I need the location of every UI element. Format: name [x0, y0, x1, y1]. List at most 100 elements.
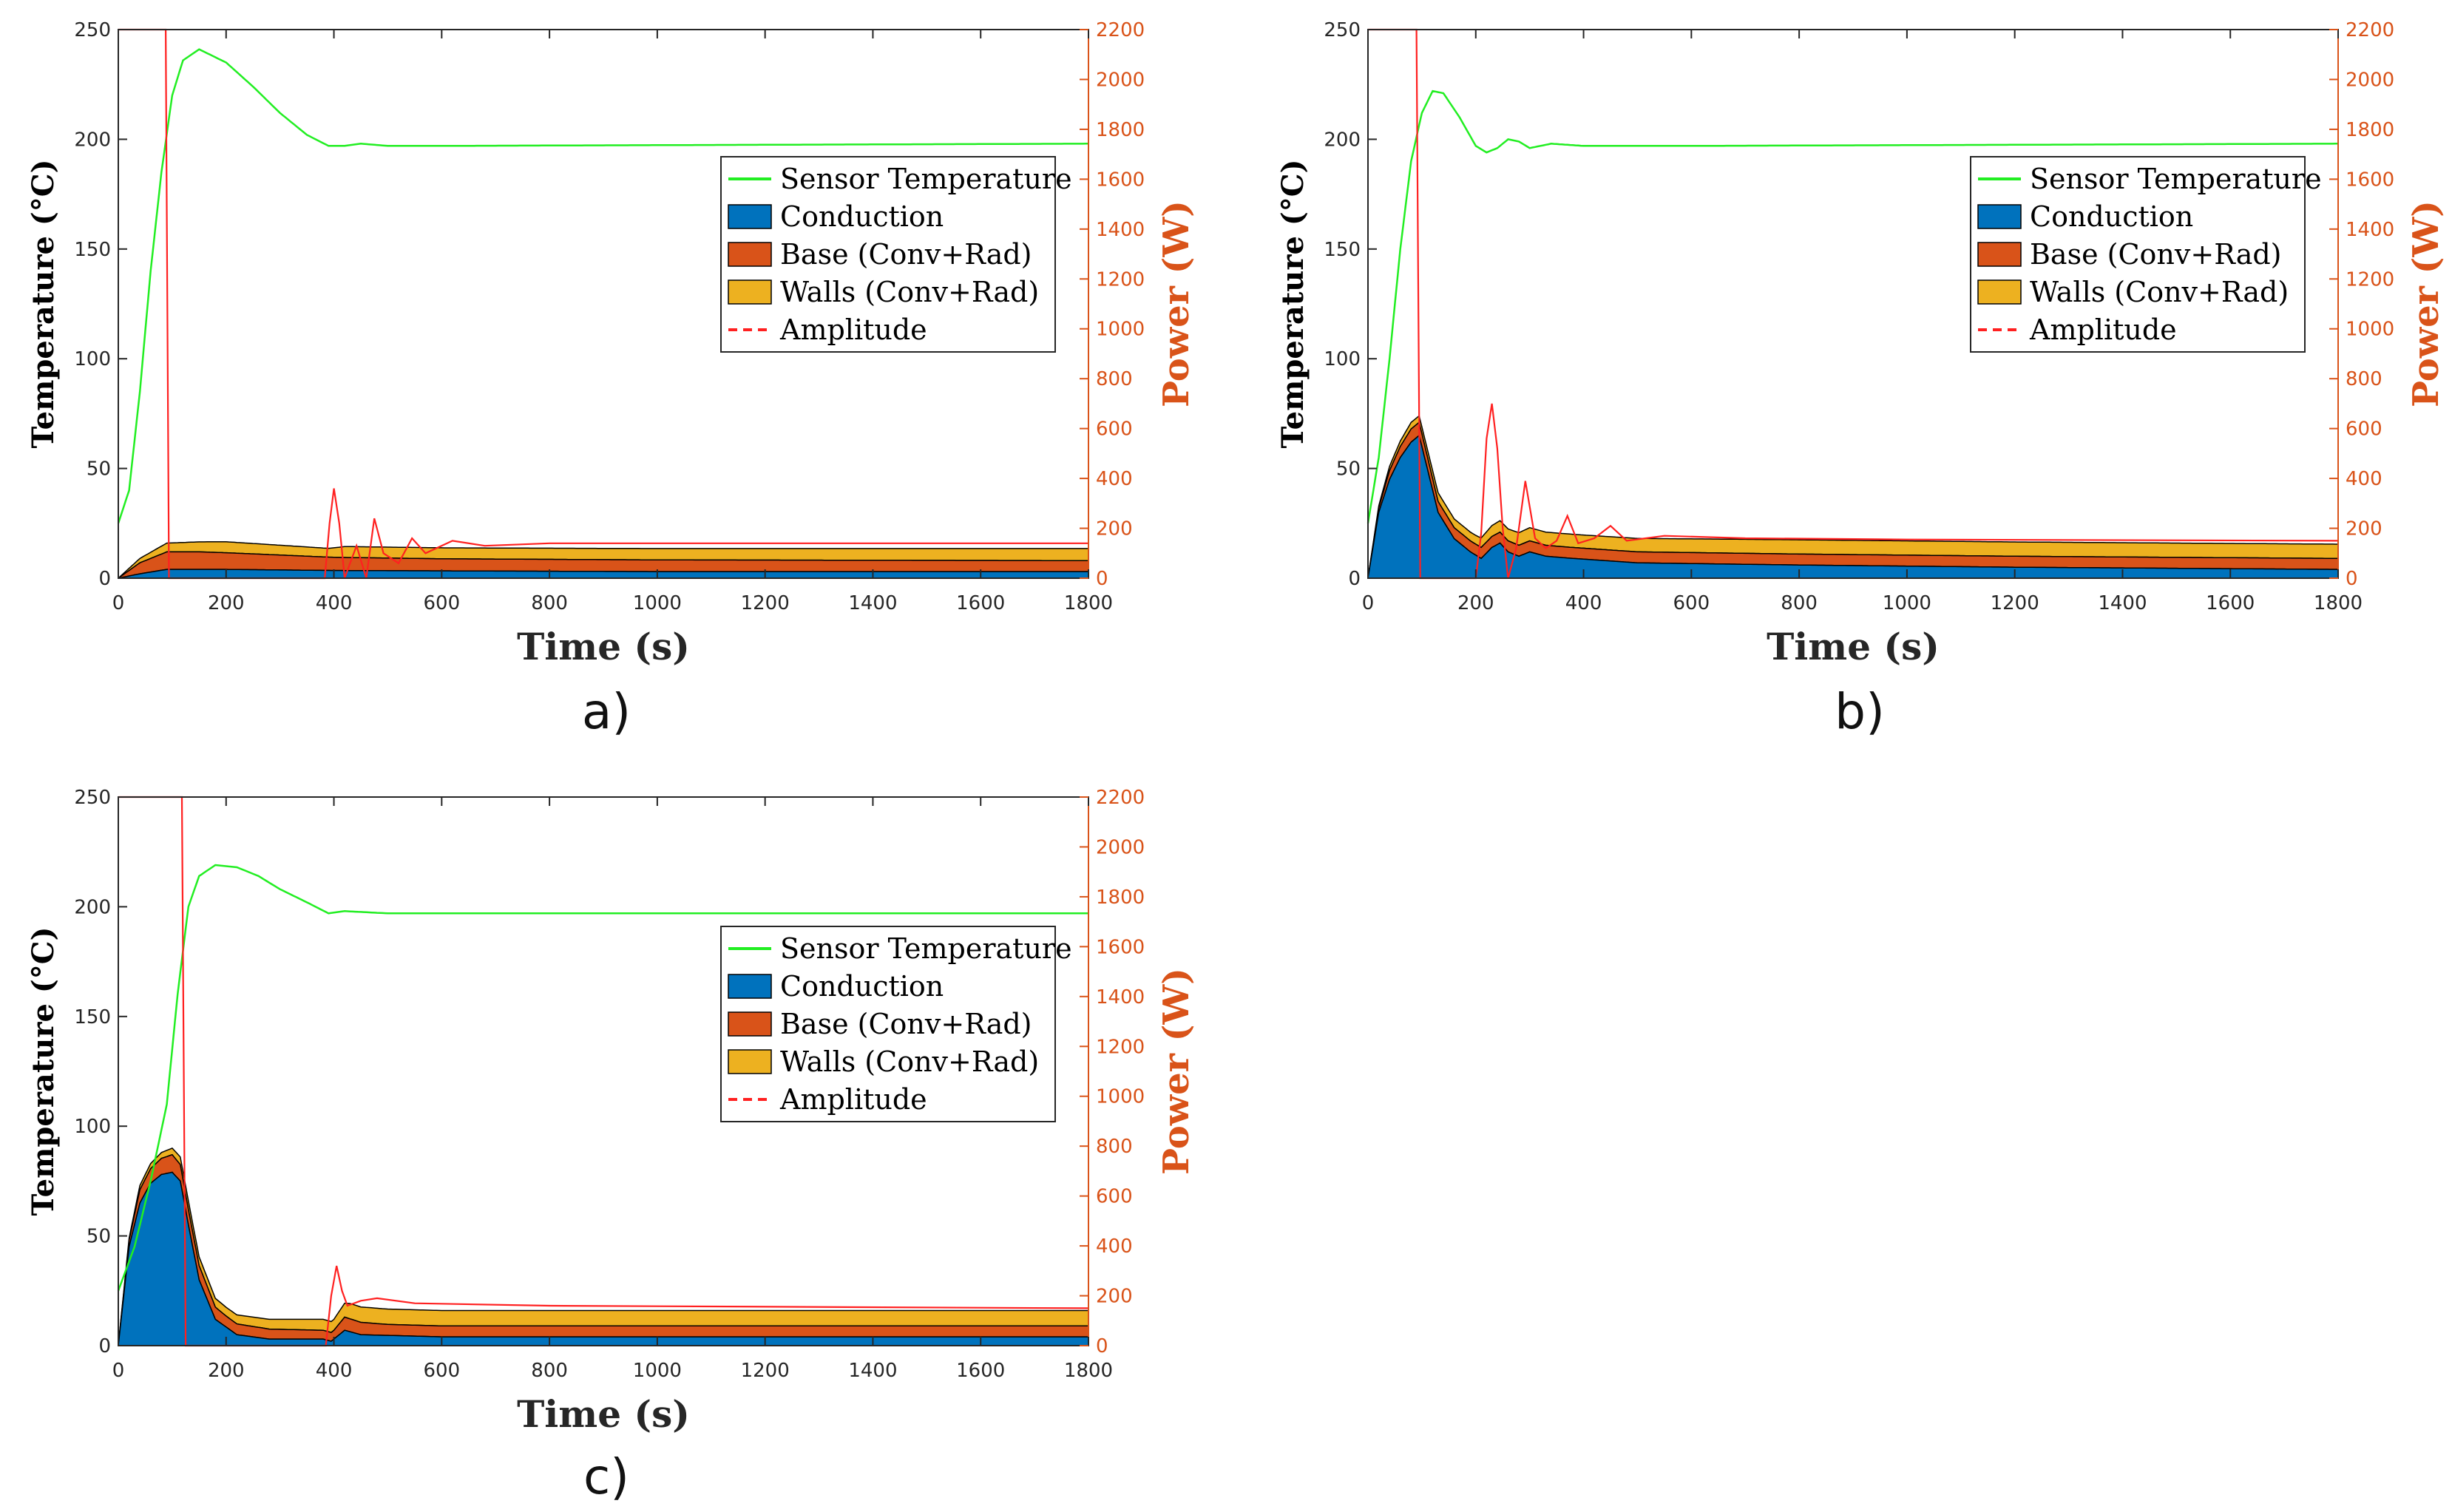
legend: Sensor Temperature Conduction Base (Conv+R… — [720, 926, 1072, 1122]
legend-label: Sensor Temperature — [2030, 163, 2322, 195]
x-axis-label: Time (s) — [517, 1392, 690, 1436]
y2-tick-label: 800 — [2346, 368, 2382, 390]
x-tick-label: 0 — [112, 592, 125, 614]
y2-tick-label: 1400 — [1096, 986, 1145, 1008]
legend-label: Base (Conv+Rad) — [780, 238, 1032, 271]
y2-tick-label: 0 — [1096, 1335, 1108, 1357]
x-axis-label: Time (s) — [517, 625, 690, 668]
x-tick-label: 1600 — [2206, 592, 2255, 614]
x-tick-label: 1200 — [1991, 592, 2039, 614]
y2-tick-label: 200 — [1096, 1286, 1133, 1308]
legend-label: Base (Conv+Rad) — [2030, 238, 2282, 271]
y2-tick-label: 1600 — [1096, 169, 1145, 191]
y2-tick-label: 0 — [1096, 568, 1108, 590]
legend-swatch-area — [728, 1011, 772, 1037]
legend-swatch-area — [728, 242, 772, 267]
legend-label: Conduction — [780, 970, 944, 1003]
legend-label: Walls (Conv+Rad) — [2030, 276, 2289, 308]
amplitude-line — [1368, 28, 2339, 580]
y2-tick-label: 1200 — [1096, 268, 1145, 291]
y-tick-label: 50 — [87, 458, 111, 481]
legend: Sensor Temperature Conduction Base (Conv+R… — [720, 156, 1072, 353]
x-tick-label: 1400 — [848, 592, 897, 614]
y2-tick-label: 1800 — [1096, 119, 1145, 141]
x-tick-label: 1800 — [2314, 592, 2363, 614]
y2-tick-label: 600 — [2346, 418, 2382, 441]
y-tick-label: 100 — [74, 1116, 111, 1138]
legend: Sensor Temperature Conduction Base (Conv+R… — [1970, 156, 2322, 353]
x-axis-label: Time (s) — [1767, 625, 1940, 668]
y2-tick-label: 2200 — [1096, 787, 1145, 809]
y-tick-label: 50 — [1336, 458, 1361, 481]
legend-swatch-area — [1977, 279, 2022, 305]
x-tick-label: 1200 — [741, 1360, 790, 1382]
x-tick-label: 600 — [1673, 592, 1710, 614]
y2-tick-label: 600 — [1096, 418, 1133, 441]
x-tick-label: 200 — [1457, 592, 1494, 614]
legend-label: Amplitude — [2029, 313, 2177, 346]
legend-swatch-area — [1977, 242, 2022, 267]
y2-tick-label: 2000 — [1096, 836, 1145, 858]
y2-tick-label: 800 — [1096, 1136, 1133, 1158]
y2-tick-label: 1200 — [1096, 1036, 1145, 1058]
x-tick-label: 1600 — [956, 592, 1005, 614]
y2-tick-label: 2200 — [2346, 19, 2394, 41]
sensor-temperature-line — [117, 48, 1088, 524]
y2-tick-label: 1800 — [2346, 119, 2394, 141]
legend-swatch-area — [1977, 204, 2022, 229]
x-tick-label: 1000 — [633, 1360, 682, 1382]
panel-caption: c) — [583, 1448, 629, 1505]
x-tick-label: 1000 — [1883, 592, 1931, 614]
y-tick-label: 100 — [1324, 348, 1361, 370]
legend-label: Sensor Temperature — [780, 932, 1072, 965]
y-tick-label: 200 — [74, 129, 111, 151]
y2-tick-label: 200 — [1096, 518, 1133, 540]
y2-tick-label: 1600 — [2346, 169, 2394, 191]
y2-tick-label: 1000 — [2346, 319, 2394, 341]
y2-tick-label: 400 — [2346, 468, 2382, 490]
x-tick-label: 1400 — [2098, 592, 2147, 614]
y2-tick-label: 2000 — [1096, 69, 1145, 91]
x-tick-label: 600 — [424, 1360, 461, 1382]
legend-box — [720, 926, 1056, 1122]
y-tick-label: 150 — [74, 1006, 111, 1028]
x-tick-label: 400 — [316, 1360, 353, 1382]
x-tick-label: 1000 — [633, 592, 682, 614]
y2-tick-label: 2000 — [2346, 69, 2394, 91]
sensor-temperature-line — [117, 864, 1088, 1292]
legend-box — [1970, 156, 2306, 353]
x-tick-label: 600 — [424, 592, 461, 614]
y2-axis-label: Power (W) — [1156, 968, 1197, 1175]
legend-label: Walls (Conv+Rad) — [780, 276, 1039, 308]
y2-tick-label: 400 — [1096, 468, 1133, 490]
panel-caption: a) — [582, 683, 631, 740]
x-tick-label: 0 — [1362, 592, 1375, 614]
y-tick-label: 200 — [74, 896, 111, 918]
legend-label: Sensor Temperature — [780, 163, 1072, 195]
x-tick-label: 1600 — [956, 1360, 1005, 1382]
x-tick-label: 1800 — [1064, 592, 1113, 614]
x-tick-label: 1400 — [848, 1360, 897, 1382]
legend-swatch-area — [728, 1049, 772, 1074]
y2-axis-label: Power (W) — [2405, 200, 2447, 407]
y2-tick-label: 1000 — [1096, 319, 1145, 341]
y-axis-label: Temperature (°C) — [26, 926, 61, 1216]
legend-swatch-area — [728, 974, 772, 999]
x-tick-label: 400 — [316, 592, 353, 614]
y2-tick-label: 0 — [2346, 568, 2358, 590]
y2-tick-label: 800 — [1096, 368, 1133, 390]
x-tick-label: 1800 — [1064, 1360, 1113, 1382]
legend-swatch-area — [728, 204, 772, 229]
y2-tick-label: 400 — [1096, 1235, 1133, 1258]
y-tick-label: 250 — [74, 19, 111, 41]
y-tick-label: 0 — [98, 568, 111, 590]
y2-tick-label: 1800 — [1096, 886, 1145, 909]
y2-axis-label: Power (W) — [1156, 200, 1197, 407]
y2-tick-label: 1200 — [2346, 268, 2394, 291]
panel-caption: b) — [1835, 683, 1885, 740]
y-axis-label: Temperature (°C) — [1276, 159, 1310, 448]
x-tick-label: 1200 — [741, 592, 790, 614]
chart-panel-3: 0 200 400 600 800 1000 1200 1400 1600 1800 0 50 100 1… — [26, 787, 1197, 1505]
x-tick-label: 0 — [112, 1360, 125, 1382]
y-tick-label: 50 — [87, 1226, 111, 1248]
